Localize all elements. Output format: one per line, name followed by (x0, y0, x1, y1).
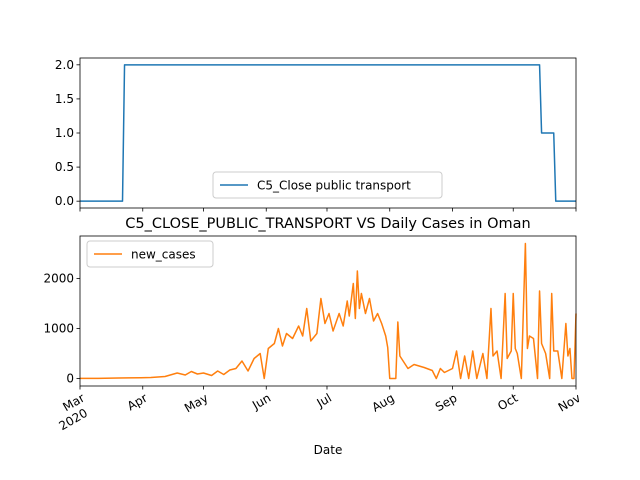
series-line-C5_Close public transport (80, 64, 576, 202)
y-tick-label: 1.5 (55, 92, 74, 106)
x-tick-label: Jul (314, 391, 334, 411)
axes-frame (79, 235, 577, 387)
y-tick-label: 0.5 (55, 160, 74, 174)
y-tick-label: 0.0 (55, 194, 74, 208)
transport-panel: 0.0 0.5 1.0 1.5 2.0 C5_Close public transport (55, 57, 577, 212)
y-tick-label: 0 (66, 372, 74, 386)
series-line-new_cases (79, 242, 577, 380)
y-tick-label: 1000 (43, 322, 74, 336)
y-tick-label: 2.0 (55, 58, 74, 72)
legend-label: C5_Close public transport (257, 179, 411, 193)
y-tick-label: 2000 (43, 272, 74, 286)
legend-box (86, 240, 214, 268)
legend-box (212, 171, 443, 199)
x-axis-label: Date (314, 443, 343, 457)
legend-label: new_cases (131, 248, 196, 262)
y-tick-label: 1.0 (55, 126, 74, 140)
chart-title: C5_CLOSE_PUBLIC_TRANSPORT VS Daily Cases… (125, 216, 530, 232)
